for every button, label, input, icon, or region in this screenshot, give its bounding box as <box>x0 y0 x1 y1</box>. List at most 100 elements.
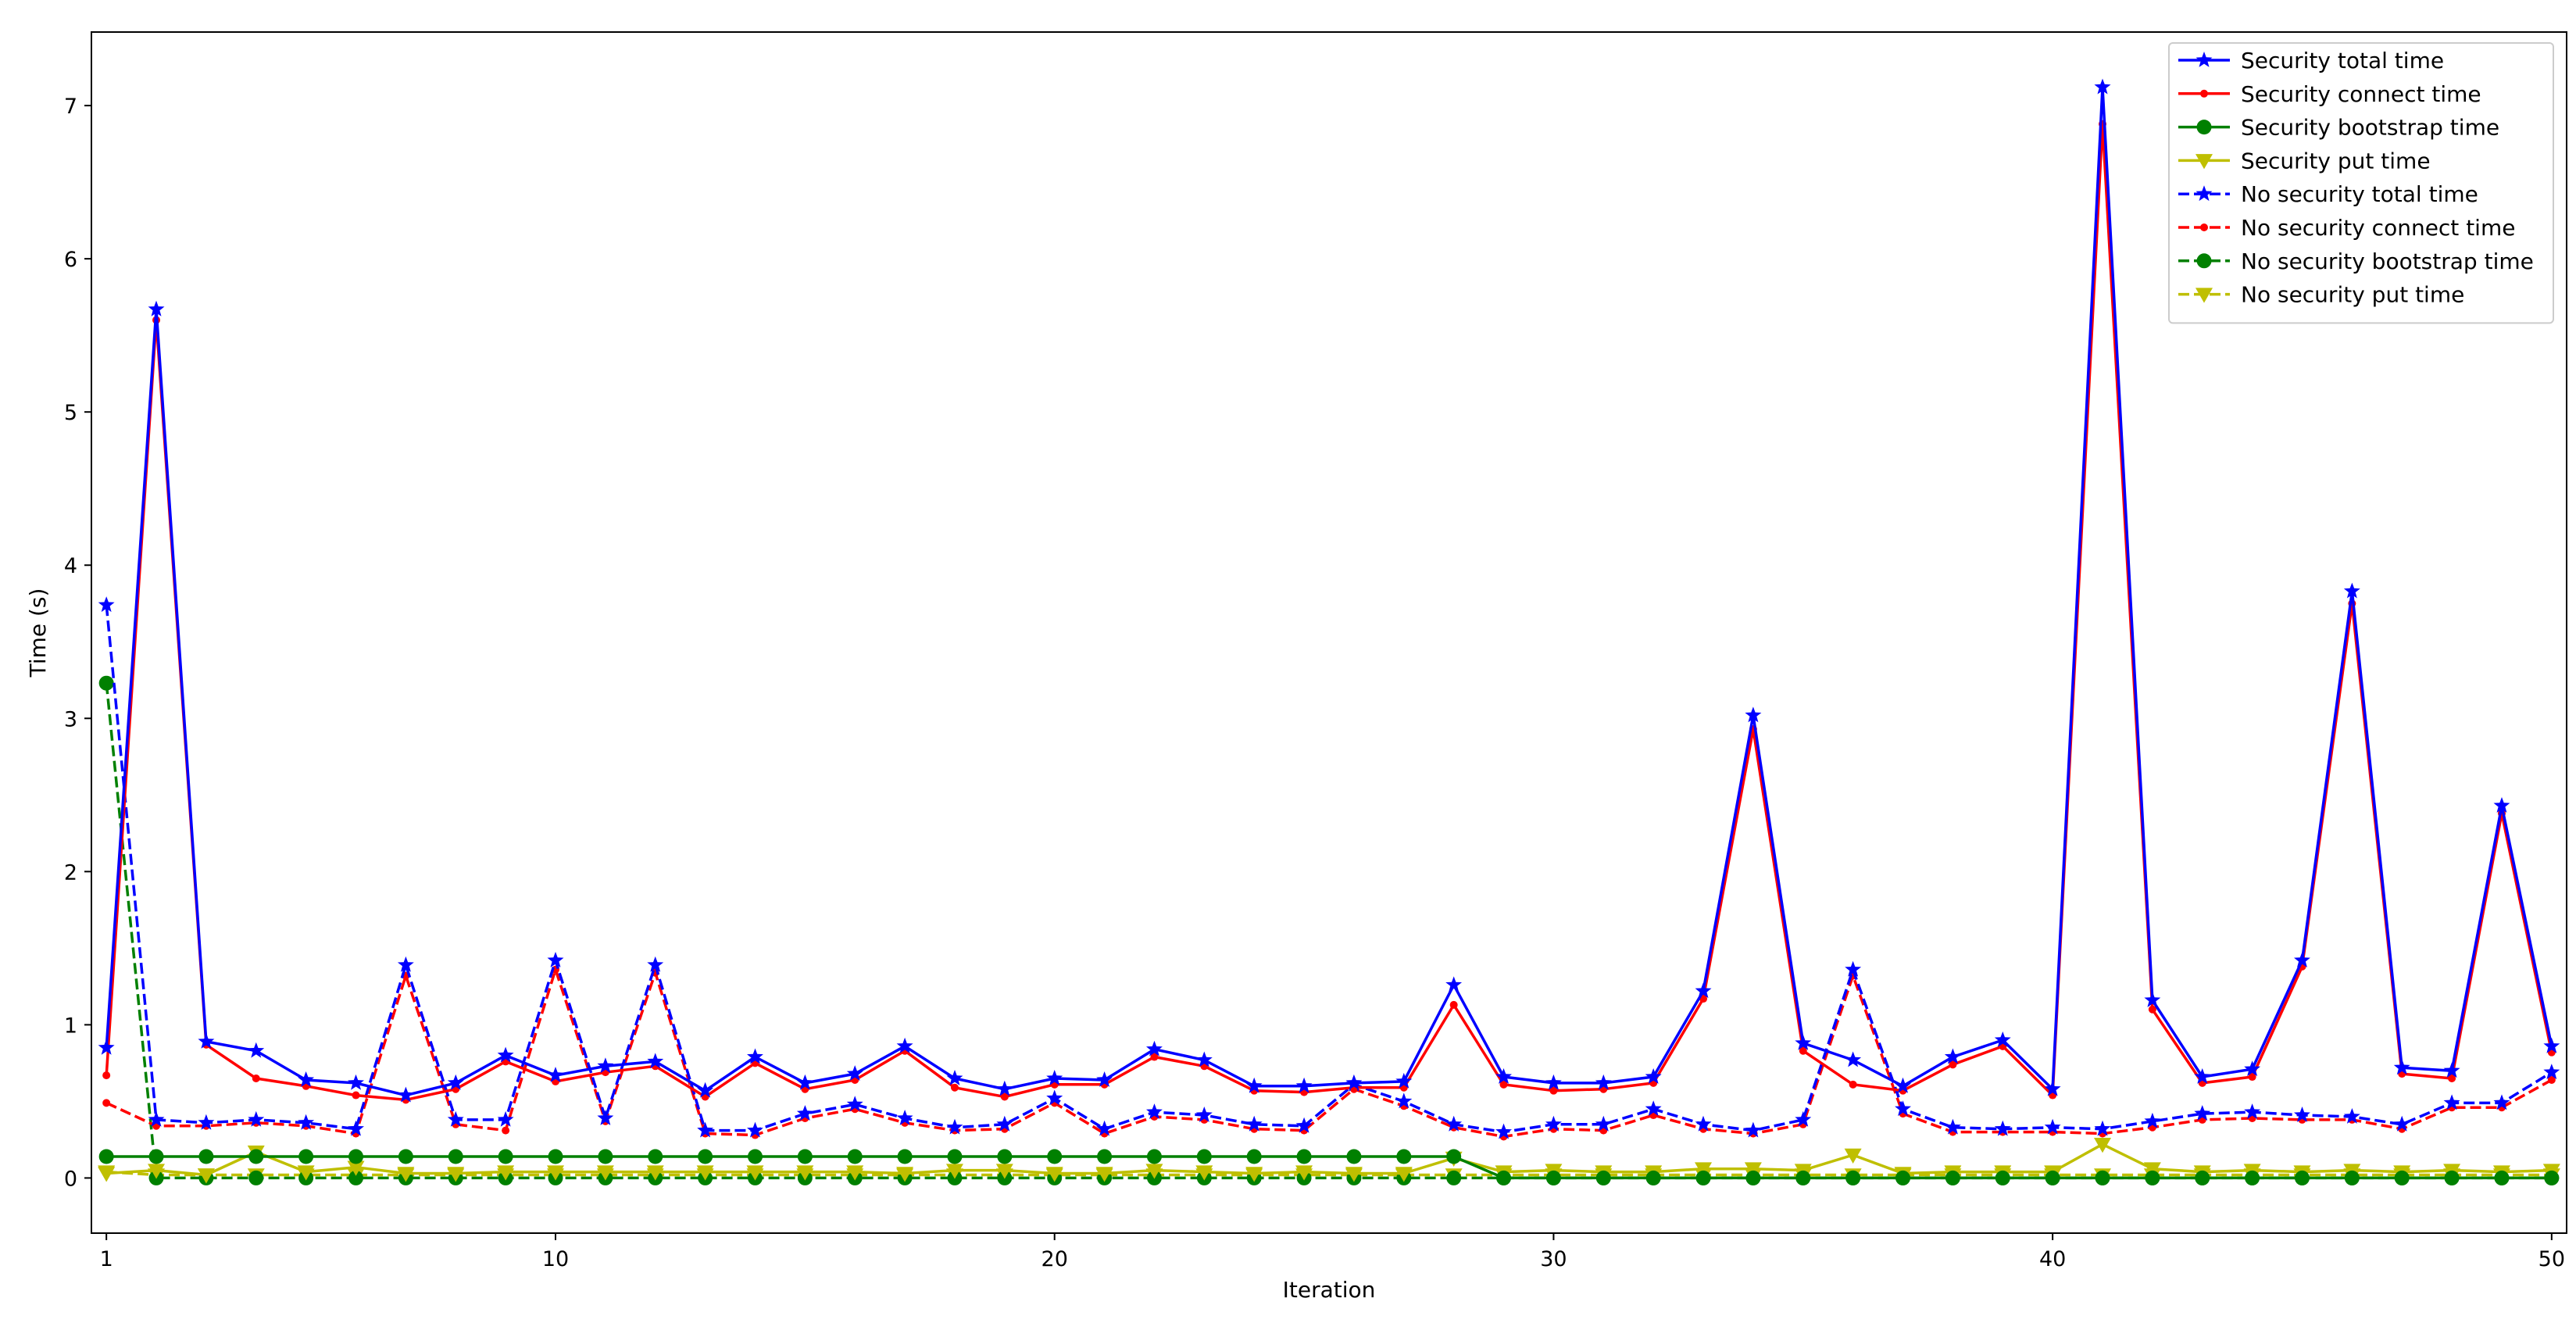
data-point <box>297 1165 315 1181</box>
data-point <box>1345 1074 1363 1090</box>
data-point <box>1295 1165 1313 1181</box>
data-point <box>597 1057 614 1074</box>
data-point <box>352 1091 360 1100</box>
data-point <box>102 1071 111 1080</box>
data-point <box>547 952 564 967</box>
data-point <box>98 1149 114 1164</box>
data-point <box>2493 797 2510 813</box>
data-point <box>1346 1149 1362 1164</box>
data-point <box>1645 1170 1661 1185</box>
data-point <box>1045 1167 1063 1182</box>
data-point <box>1395 1092 1413 1109</box>
data-point <box>996 1115 1013 1132</box>
legend-label: Security bootstrap time <box>2241 115 2499 141</box>
data-point <box>796 1165 814 1181</box>
data-point <box>1844 1148 1862 1164</box>
data-point <box>847 1149 863 1164</box>
data-point <box>2245 1170 2260 1185</box>
data-point <box>2443 1062 2460 1078</box>
data-point <box>447 1074 464 1090</box>
legend-item: No security connect time <box>2178 215 2515 241</box>
data-point <box>1245 1077 1263 1093</box>
legend-marker <box>2195 288 2213 303</box>
data-point <box>1945 1170 1960 1185</box>
x-tick-label: 10 <box>542 1247 569 1271</box>
data-point <box>2194 1068 2211 1084</box>
data-point <box>502 1126 510 1135</box>
legend-item: Security put time <box>2178 148 2431 173</box>
legend-label: Security put time <box>2241 148 2431 173</box>
x-tick-label: 1 <box>100 1247 113 1271</box>
data-point <box>1146 1040 1163 1057</box>
data-point <box>248 1149 264 1164</box>
legend-marker <box>2196 253 2212 269</box>
data-point <box>747 1121 763 1138</box>
data-point <box>1549 1086 1558 1095</box>
data-point <box>298 1114 315 1130</box>
data-point <box>298 1149 314 1164</box>
series-3 <box>98 1149 2560 1185</box>
data-point <box>397 956 414 972</box>
legend-marker <box>2196 120 2212 135</box>
data-point <box>1695 1115 1712 1132</box>
data-point <box>1195 1051 1213 1067</box>
x-tick-label: 20 <box>1041 1247 1068 1271</box>
data-point <box>1595 1115 1612 1132</box>
data-point <box>1949 1060 1957 1069</box>
data-point <box>1944 1048 1961 1064</box>
data-point <box>796 1105 813 1121</box>
data-point <box>2195 1170 2210 1185</box>
data-point <box>298 1071 315 1087</box>
data-point <box>2543 1064 2560 1080</box>
data-point <box>1146 1103 1163 1119</box>
series-line <box>106 1142 2552 1177</box>
data-point <box>547 1165 564 1181</box>
legend-item: Security bootstrap time <box>2178 115 2499 141</box>
data-point <box>1047 1149 1063 1164</box>
data-point <box>1545 1115 1562 1132</box>
data-point <box>497 1165 515 1181</box>
x-tick-label: 30 <box>1540 1247 1567 1271</box>
y-tick-label: 5 <box>64 401 77 425</box>
data-point <box>1000 1092 1009 1101</box>
series-1 <box>98 78 2560 1103</box>
data-point <box>598 1149 613 1164</box>
legend-marker <box>2200 89 2208 98</box>
legend-item: No security put time <box>2178 282 2464 308</box>
series-5 <box>98 596 2560 1139</box>
data-point <box>397 1167 415 1182</box>
data-point <box>2543 1037 2560 1053</box>
axes-layer: 1 10 20 30 40 50 0 1 2 3 4 5 6 7 <box>64 31 2567 1271</box>
data-point <box>1695 1162 1713 1178</box>
data-point <box>1295 1077 1313 1093</box>
legend-marker <box>2195 185 2213 202</box>
data-point <box>2244 1103 2261 1119</box>
data-point <box>348 1170 364 1185</box>
series-line <box>106 1155 2552 1180</box>
data-point <box>98 1039 115 1055</box>
data-point <box>2148 1005 2156 1014</box>
data-point <box>2494 1170 2510 1185</box>
data-point <box>148 300 165 316</box>
data-point <box>996 1080 1013 1096</box>
data-point <box>1845 1051 1862 1067</box>
data-point <box>2444 1170 2460 1185</box>
data-point <box>2145 1170 2160 1185</box>
series-line <box>106 1170 2552 1177</box>
data-point <box>348 1074 364 1090</box>
data-point <box>198 1032 215 1049</box>
data-point <box>2343 582 2360 599</box>
data-point <box>347 1160 365 1176</box>
x-axis-label: Iteration <box>1283 1277 1376 1303</box>
data-point <box>950 1083 959 1092</box>
data-point <box>2144 1112 2161 1128</box>
data-point <box>1295 1117 1313 1133</box>
data-point <box>1845 960 1862 977</box>
data-point <box>1645 1068 1662 1084</box>
data-point <box>1096 1071 1113 1087</box>
legend-label: Security connect time <box>2241 81 2481 107</box>
data-point <box>597 1110 614 1125</box>
data-point <box>1944 1118 1961 1135</box>
y-tick-label: 3 <box>64 707 77 731</box>
